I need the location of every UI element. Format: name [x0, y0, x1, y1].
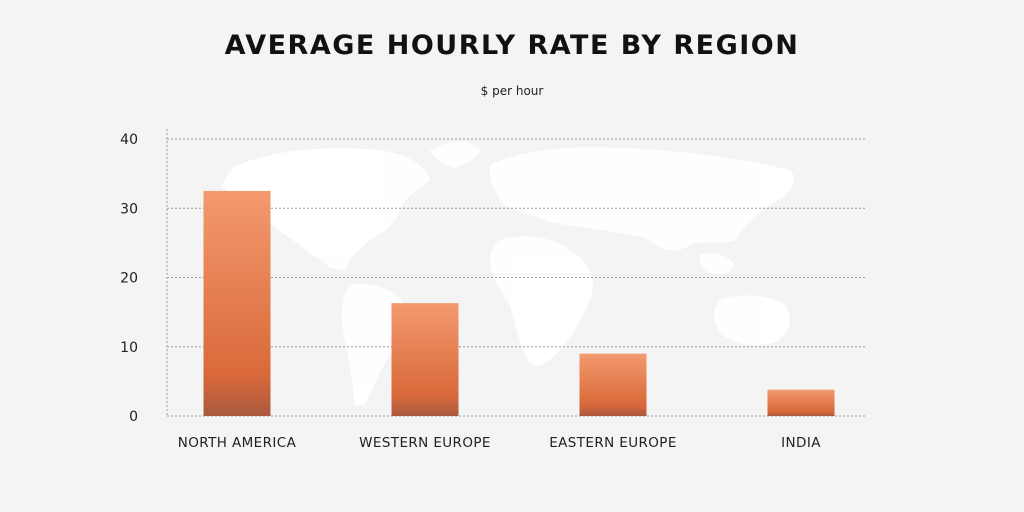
- y-tick-label: 40: [120, 132, 138, 148]
- world-map-background: [222, 141, 794, 405]
- x-tick-label: INDIA: [781, 435, 821, 451]
- australia-shape: [714, 295, 791, 346]
- bar-north-america: [203, 190, 271, 416]
- x-axis-labels: NORTH AMERICA WESTERN EUROPE EASTERN EUROP…: [178, 435, 821, 451]
- greenland-shape: [430, 141, 480, 168]
- y-tick-label: 0: [129, 409, 138, 425]
- bar-western-europe: [391, 303, 459, 416]
- x-tick-label: WESTERN EUROPE: [359, 435, 491, 451]
- chart-subtitle: $ per hour: [480, 84, 544, 98]
- bar-india: [767, 389, 835, 416]
- y-tick-label: 30: [120, 201, 138, 217]
- y-tick-label: 10: [120, 340, 138, 356]
- gridlines: [166, 129, 865, 417]
- y-axis-ticks: 0 10 20 30 40: [120, 132, 138, 425]
- north-america-shape: [222, 148, 430, 270]
- bar-eastern-europe: [579, 353, 647, 416]
- chart-title: AVERAGE HOURLY RATE BY REGION: [224, 30, 800, 61]
- africa-shape: [490, 236, 594, 366]
- y-tick-label: 20: [120, 271, 138, 287]
- x-tick-label: NORTH AMERICA: [178, 435, 297, 451]
- south-america-shape: [341, 283, 407, 405]
- indonesia-shape: [699, 253, 735, 276]
- eurasia-shape: [489, 147, 794, 251]
- x-tick-label: EASTERN EUROPE: [549, 435, 677, 451]
- bars: [203, 190, 835, 416]
